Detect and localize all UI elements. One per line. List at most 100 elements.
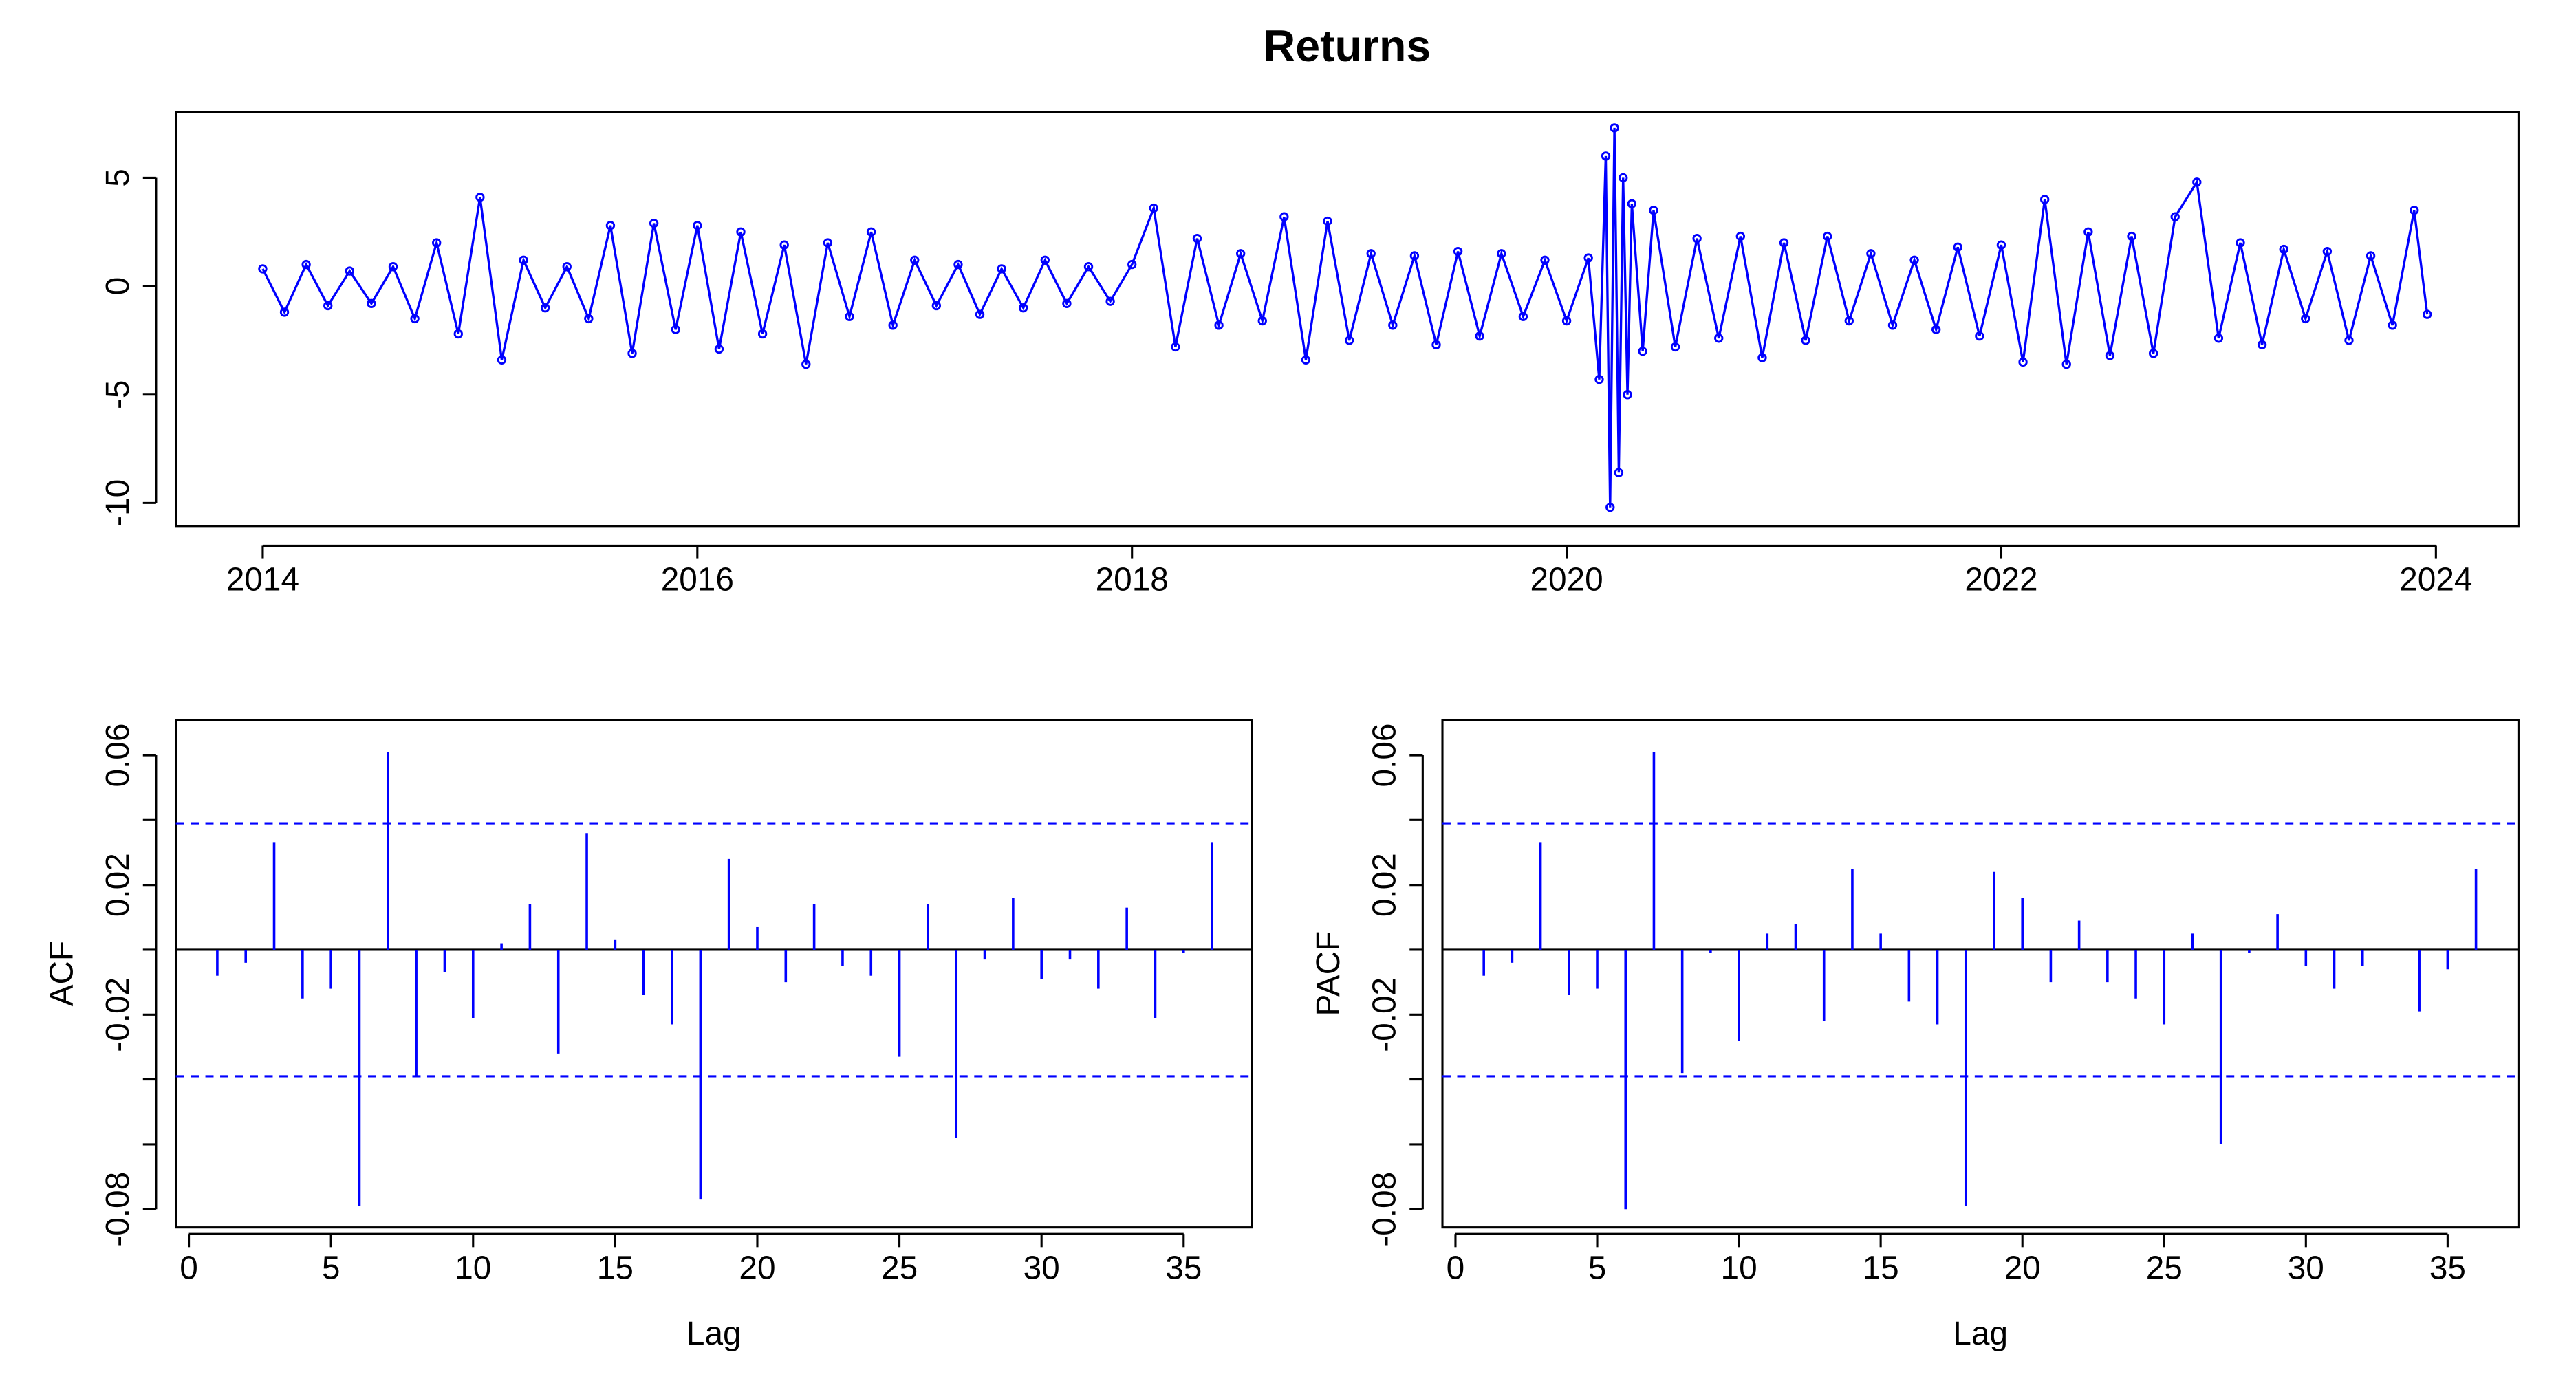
x-tick-label: 0 — [1447, 1250, 1465, 1286]
point — [2301, 314, 2310, 324]
point — [584, 314, 594, 324]
point — [2279, 244, 2288, 254]
point — [1062, 298, 1072, 309]
point — [2105, 351, 2115, 360]
point — [1931, 325, 1941, 334]
x-tick-label: 15 — [597, 1250, 634, 1286]
point — [2192, 177, 2202, 187]
point — [2366, 251, 2376, 261]
plot-frame — [175, 719, 1253, 1229]
x-tick-label: 0 — [180, 1250, 198, 1286]
series-line — [261, 127, 2429, 508]
point — [693, 221, 702, 230]
point — [888, 320, 898, 330]
point — [323, 301, 333, 311]
point — [497, 355, 507, 365]
point — [1594, 374, 1604, 384]
point — [627, 349, 637, 358]
y-tick-label: 0.06 — [1366, 724, 1403, 787]
point — [410, 314, 420, 324]
point — [301, 259, 311, 270]
point — [1192, 234, 1202, 243]
point — [1344, 336, 1354, 345]
point — [1735, 231, 1746, 241]
x-tick-label: 2020 — [1530, 562, 1603, 598]
point — [1670, 342, 1680, 352]
point — [388, 262, 398, 272]
x-tick-label: 5 — [322, 1250, 340, 1286]
point — [845, 312, 854, 321]
point — [345, 266, 354, 276]
point — [2039, 195, 2050, 204]
point — [997, 264, 1006, 274]
y-axis-label: ACF — [44, 941, 80, 1007]
point — [1605, 502, 1615, 512]
point — [1714, 334, 1724, 343]
point — [258, 264, 268, 274]
point — [1823, 231, 1832, 241]
y-tick-label: 5 — [100, 168, 136, 187]
point — [432, 238, 442, 248]
point — [1757, 353, 1767, 362]
point — [1019, 303, 1028, 313]
point — [475, 193, 485, 202]
point — [279, 307, 290, 317]
chart-title: Returns — [1264, 21, 1431, 71]
point — [1257, 316, 1267, 326]
point — [649, 218, 659, 228]
x-tick-label: 25 — [881, 1250, 918, 1286]
point — [757, 329, 768, 339]
point — [1040, 255, 1050, 265]
point — [2083, 227, 2093, 237]
point — [1887, 320, 1898, 330]
point — [2322, 246, 2333, 257]
point — [1866, 249, 1876, 259]
x-tick-label: 15 — [1863, 1250, 1899, 1286]
x-tick-label: 2022 — [1965, 562, 2037, 598]
point — [1583, 253, 1593, 263]
x-tick-label: 30 — [1024, 1250, 1060, 1286]
point — [801, 359, 811, 369]
point — [1127, 259, 1137, 270]
point — [540, 303, 550, 313]
x-tick-label: 2016 — [661, 562, 734, 598]
point — [2170, 212, 2180, 221]
point — [953, 259, 963, 270]
point — [1171, 342, 1180, 352]
point — [1779, 238, 1789, 248]
x-tick-label: 10 — [1721, 1250, 1757, 1286]
point — [1388, 320, 1398, 330]
point — [1909, 255, 1919, 265]
point — [1996, 240, 2006, 250]
point — [1692, 234, 1702, 243]
point — [779, 240, 789, 250]
plot-frame — [175, 111, 2520, 528]
point — [1083, 262, 1094, 272]
point — [823, 238, 833, 248]
y-tick-label: -0.08 — [100, 1172, 136, 1247]
point — [1366, 249, 1376, 259]
y-tick-label: 0 — [100, 277, 136, 296]
point — [2257, 340, 2267, 349]
point — [714, 344, 724, 354]
y-tick-label: 0.06 — [100, 724, 136, 787]
point — [2061, 359, 2071, 369]
point — [1638, 346, 1647, 356]
x-tick-label: 2014 — [226, 562, 299, 598]
point — [1619, 173, 1628, 183]
x-tick-label: 20 — [739, 1250, 775, 1286]
point — [1844, 316, 1854, 326]
point — [1649, 206, 1658, 215]
point — [453, 329, 463, 339]
point — [2148, 349, 2158, 358]
point — [1453, 246, 1463, 257]
point — [931, 301, 942, 311]
point — [519, 255, 528, 265]
point — [367, 298, 376, 309]
x-tick-label: 5 — [1588, 1250, 1607, 1286]
y-tick-label: 0.02 — [100, 853, 136, 917]
point — [1409, 251, 1420, 261]
point — [910, 255, 920, 265]
